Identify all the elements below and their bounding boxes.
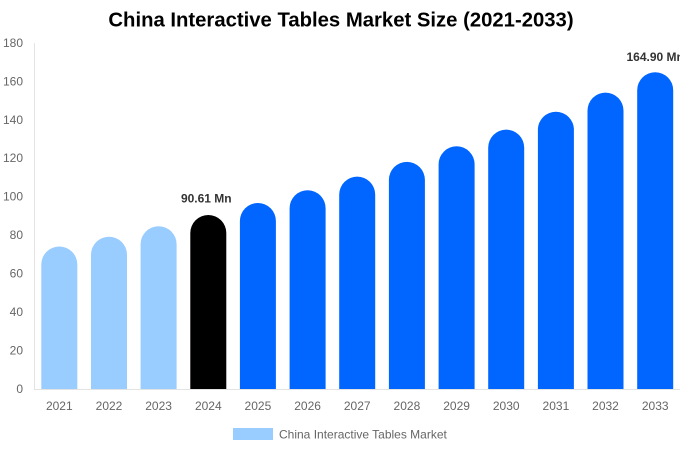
svg-text:2025: 2025 (245, 399, 272, 413)
svg-text:20: 20 (10, 344, 24, 358)
svg-text:90.61 Mn: 90.61 Mn (181, 192, 232, 206)
svg-text:2026: 2026 (294, 399, 321, 413)
svg-text:2028: 2028 (394, 399, 421, 413)
svg-text:120: 120 (3, 151, 23, 165)
svg-text:2027: 2027 (344, 399, 371, 413)
svg-text:100: 100 (3, 190, 23, 204)
svg-text:2031: 2031 (543, 399, 570, 413)
svg-text:80: 80 (10, 228, 24, 242)
svg-text:0: 0 (16, 382, 23, 396)
svg-text:180: 180 (3, 36, 23, 50)
svg-text:2032: 2032 (592, 399, 619, 413)
svg-text:2033: 2033 (642, 399, 669, 413)
svg-text:164.90 Mn: 164.90 Mn (627, 50, 680, 64)
svg-text:2030: 2030 (493, 399, 520, 413)
svg-text:China Interactive Tables Marke: China Interactive Tables Market Size (20… (108, 10, 573, 32)
svg-text:160: 160 (3, 74, 23, 88)
svg-text:60: 60 (10, 267, 24, 281)
svg-text:2023: 2023 (145, 399, 172, 413)
svg-text:China Interactive Tables Marke: China Interactive Tables Market (279, 428, 448, 442)
svg-text:2022: 2022 (96, 399, 123, 413)
svg-text:2021: 2021 (46, 399, 73, 413)
svg-text:40: 40 (10, 305, 24, 319)
svg-text:2024: 2024 (195, 399, 222, 413)
svg-text:2029: 2029 (443, 399, 470, 413)
svg-text:140: 140 (3, 113, 23, 127)
